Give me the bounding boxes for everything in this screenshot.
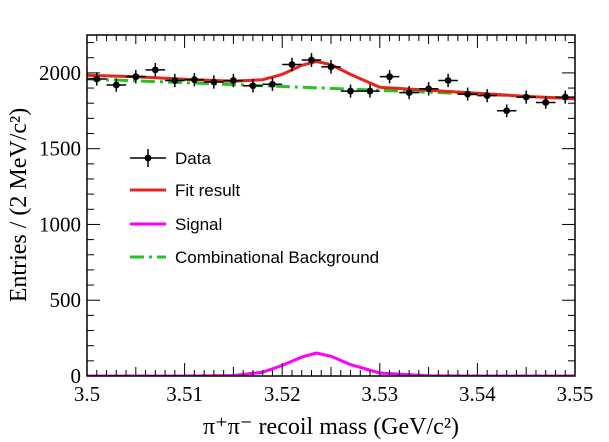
data-point-marker bbox=[151, 66, 159, 74]
legend-swatch-marker bbox=[144, 154, 152, 162]
data-point bbox=[496, 104, 517, 118]
data-point-marker bbox=[132, 73, 140, 81]
data-point-marker bbox=[230, 77, 237, 84]
data-point-marker bbox=[93, 75, 101, 83]
data-point bbox=[399, 86, 419, 100]
data-point-marker bbox=[288, 61, 296, 68]
legend-item: Combinational Background bbox=[130, 248, 379, 267]
data-point-marker bbox=[347, 87, 354, 95]
data-point bbox=[457, 87, 478, 101]
data-point bbox=[87, 72, 107, 86]
data-point-marker bbox=[464, 90, 472, 98]
data-point-marker bbox=[503, 107, 511, 115]
data-point bbox=[321, 60, 341, 74]
data-point-marker bbox=[483, 92, 491, 100]
data-point-marker bbox=[210, 78, 218, 86]
x-tick-label: 3.54 bbox=[459, 382, 496, 406]
data-point bbox=[360, 84, 380, 98]
plot-frame bbox=[86, 34, 576, 377]
y-tick-label: 1000 bbox=[39, 212, 81, 236]
data-point-marker bbox=[308, 56, 315, 64]
data-point bbox=[555, 90, 575, 104]
data-point-marker bbox=[249, 82, 257, 90]
y-axis-title: Entries / (2 MeV/c²) bbox=[6, 108, 32, 302]
data-point bbox=[165, 73, 185, 88]
legend-item: Data bbox=[130, 149, 211, 168]
data-point bbox=[145, 63, 166, 77]
data-point-marker bbox=[561, 93, 569, 101]
y-tick-label: 2000 bbox=[39, 61, 81, 85]
data-point-marker bbox=[425, 85, 432, 93]
y-tick-label: 0 bbox=[71, 364, 82, 388]
data-point bbox=[535, 96, 556, 109]
data-point bbox=[106, 78, 127, 92]
data-point bbox=[126, 70, 146, 84]
legend-item: Fit result bbox=[130, 181, 240, 200]
data-point bbox=[301, 53, 322, 67]
data-point bbox=[282, 57, 302, 72]
data-point bbox=[516, 90, 536, 104]
legend-label: Fit result bbox=[175, 181, 240, 200]
data-point bbox=[379, 70, 400, 84]
data-point-marker bbox=[542, 99, 550, 106]
legend-label: Signal bbox=[175, 215, 222, 234]
data-point-marker bbox=[522, 93, 530, 101]
data-point bbox=[262, 77, 283, 91]
data-point-marker bbox=[171, 77, 179, 84]
y-tick-label: 1500 bbox=[39, 137, 81, 161]
x-tick-label: 3.52 bbox=[264, 382, 301, 406]
legend-item: Signal bbox=[130, 215, 222, 234]
data-point bbox=[204, 75, 224, 89]
y-tick-label: 500 bbox=[50, 288, 82, 312]
data-point-marker bbox=[405, 89, 413, 96]
data-point-marker bbox=[444, 77, 452, 84]
x-tick-label: 3.53 bbox=[361, 382, 398, 406]
data-point bbox=[184, 73, 205, 87]
data-point bbox=[243, 79, 263, 93]
data-point-marker bbox=[112, 81, 120, 89]
x-axis-title: π⁺π⁻ recoil mass (GeV/c²) bbox=[203, 414, 459, 440]
legend-label: Combinational Background bbox=[175, 248, 379, 267]
data-point-marker bbox=[386, 73, 393, 81]
data-point-marker bbox=[327, 63, 335, 71]
data-point bbox=[438, 73, 458, 88]
data-point-marker bbox=[269, 80, 276, 88]
data-point bbox=[418, 82, 439, 96]
data-point bbox=[223, 73, 244, 88]
x-tick-label: 3.55 bbox=[557, 382, 594, 406]
x-tick-label: 3.51 bbox=[166, 382, 203, 406]
data-point bbox=[340, 84, 361, 98]
legend-label: Data bbox=[175, 149, 211, 168]
data-points bbox=[87, 53, 575, 118]
data-point bbox=[477, 89, 497, 103]
x-tick-label: 3.5 bbox=[74, 382, 100, 406]
data-point-marker bbox=[190, 76, 198, 84]
data-point-marker bbox=[366, 87, 374, 95]
